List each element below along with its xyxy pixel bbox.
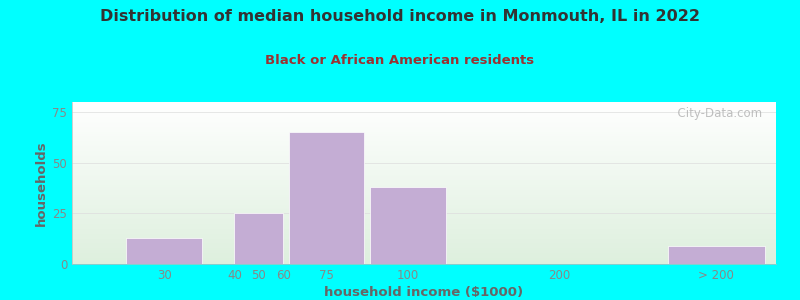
Bar: [234, 213, 283, 264]
Bar: [289, 132, 365, 264]
X-axis label: household income ($1000): household income ($1000): [325, 286, 523, 299]
Text: City-Data.com: City-Data.com: [670, 107, 762, 120]
Y-axis label: households: households: [35, 140, 48, 226]
Text: Distribution of median household income in Monmouth, IL in 2022: Distribution of median household income …: [100, 9, 700, 24]
Bar: [668, 246, 765, 264]
Text: Black or African American residents: Black or African American residents: [266, 54, 534, 67]
Bar: [370, 187, 446, 264]
Bar: [126, 238, 202, 264]
